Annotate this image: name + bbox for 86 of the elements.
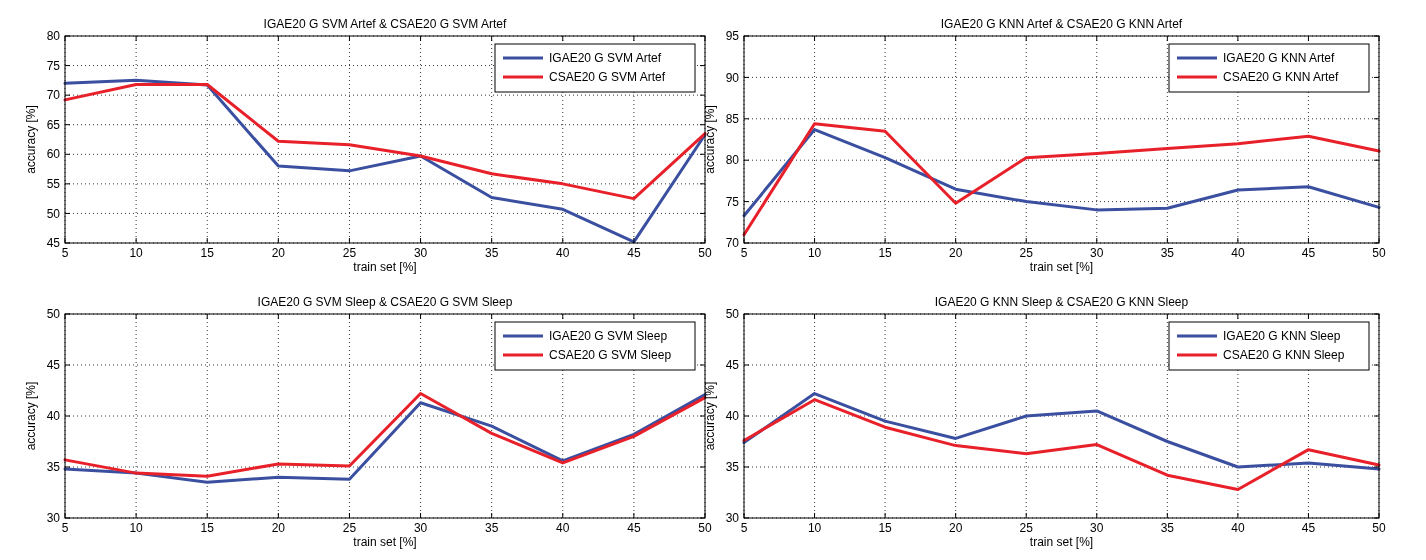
- y-tick-label: 50: [46, 206, 61, 221]
- chart-title: IGAE20 G SVM Artef & CSAE20 G SVM Artef: [263, 17, 508, 31]
- y-tick-label: 35: [46, 460, 61, 475]
- x-tick-label: 40: [1231, 521, 1245, 535]
- x-tick-label: 25: [1019, 521, 1034, 535]
- y-tick-label: 60: [46, 147, 61, 162]
- line-series: [63, 83, 707, 201]
- y-tick-label: 65: [46, 117, 61, 132]
- legend-label: IGAE20 G SVM Artef: [549, 51, 662, 66]
- line-series: [742, 398, 1381, 491]
- x-tick-label: 25: [1019, 246, 1034, 260]
- x-tick-label: 10: [807, 246, 822, 260]
- x-tick-label: 15: [200, 521, 215, 535]
- y-axis-title: accuracy [%]: [24, 381, 38, 451]
- x-tick-label: 25: [342, 521, 357, 535]
- y-tick-label: 40: [46, 409, 61, 424]
- y-tick-label: 80: [46, 29, 61, 44]
- y-tick-label: 75: [46, 58, 61, 73]
- x-tick-label: 5: [740, 246, 748, 260]
- x-tick-label: 5: [740, 521, 748, 535]
- x-tick-label: 35: [1160, 521, 1175, 535]
- x-axis-title: train set [%]: [1029, 535, 1094, 549]
- legend-label: IGAE20 G KNN Artef: [1223, 51, 1336, 66]
- x-tick-label: 45: [1301, 521, 1316, 535]
- y-tick-label: 95: [725, 29, 740, 44]
- x-tick-label: 50: [698, 521, 712, 535]
- x-tick-label: 10: [807, 521, 822, 535]
- y-tick-label: 45: [46, 358, 61, 373]
- x-tick-label: 30: [1090, 246, 1104, 260]
- x-tick-label: 30: [413, 521, 428, 535]
- line-series: [742, 392, 1381, 471]
- y-tick-label: 70: [46, 88, 61, 103]
- y-tick-label: 85: [725, 112, 740, 126]
- x-axis-title: train set [%]: [353, 260, 417, 274]
- legend-label: IGAE20 G KNN Sleep: [1223, 329, 1341, 344]
- y-tick-label: 35: [725, 460, 740, 475]
- x-tick-label: 30: [413, 246, 428, 260]
- y-tick-label: 50: [46, 307, 61, 322]
- x-tick-label: 45: [627, 246, 641, 260]
- x-tick-label: 50: [698, 246, 712, 260]
- x-tick-label: 35: [484, 246, 499, 260]
- x-tick-label: 40: [556, 521, 570, 535]
- y-axis-title: accuracy [%]: [24, 105, 38, 174]
- y-tick-label: 50: [725, 307, 740, 322]
- x-tick-label: 40: [556, 246, 570, 260]
- chart-title: IGAE20 G SVM Sleep & CSAE20 G SVM Sleep: [257, 295, 513, 309]
- y-tick-label: 40: [725, 409, 740, 424]
- x-tick-label: 20: [948, 246, 963, 260]
- legend-label: IGAE20 G SVM Sleep: [549, 329, 668, 344]
- y-axis-title: accuracy [%]: [703, 105, 717, 174]
- x-tick-label: 40: [1231, 246, 1245, 260]
- legend-label: CSAE20 G KNN Sleep: [1223, 348, 1345, 363]
- x-tick-label: 45: [1301, 246, 1316, 260]
- x-tick-label: 5: [61, 246, 69, 260]
- x-axis-title: train set [%]: [1029, 260, 1094, 274]
- x-tick-label: 10: [129, 246, 144, 260]
- line-series: [742, 128, 1381, 218]
- x-tick-label: 20: [271, 246, 286, 260]
- x-tick-label: 30: [1090, 521, 1104, 535]
- x-axis-title: train set [%]: [353, 535, 417, 549]
- y-tick-label: 55: [46, 177, 61, 192]
- y-tick-label: 75: [725, 194, 740, 209]
- chart-title: IGAE20 G KNN Artef & CSAE20 G KNN Artef: [940, 17, 1183, 31]
- x-tick-label: 20: [948, 521, 963, 535]
- x-tick-label: 25: [342, 246, 357, 260]
- x-tick-label: 15: [878, 246, 893, 260]
- x-tick-label: 20: [271, 521, 286, 535]
- legend-label: CSAE20 G SVM Artef: [549, 70, 666, 85]
- x-tick-label: 45: [627, 521, 641, 535]
- x-tick-label: 10: [129, 521, 144, 535]
- chart-title: IGAE20 G KNN Sleep & CSAE20 G KNN Sleep: [934, 295, 1189, 309]
- x-tick-label: 15: [200, 246, 215, 260]
- x-tick-label: 35: [1160, 246, 1175, 260]
- x-tick-label: 50: [1372, 246, 1386, 260]
- line-series: [742, 122, 1381, 237]
- y-tick-label: 70: [725, 236, 740, 251]
- legend-label: CSAE20 G KNN Artef: [1223, 70, 1340, 85]
- y-tick-label: 80: [725, 153, 740, 168]
- y-tick-label: 90: [725, 70, 740, 85]
- y-tick-label: 45: [725, 358, 740, 373]
- legend-label: CSAE20 G SVM Sleep: [549, 348, 672, 363]
- y-axis-title: accuracy [%]: [703, 381, 717, 451]
- x-tick-label: 35: [484, 521, 499, 535]
- x-tick-label: 50: [1372, 521, 1386, 535]
- x-tick-label: 15: [878, 521, 893, 535]
- x-tick-label: 5: [61, 521, 69, 535]
